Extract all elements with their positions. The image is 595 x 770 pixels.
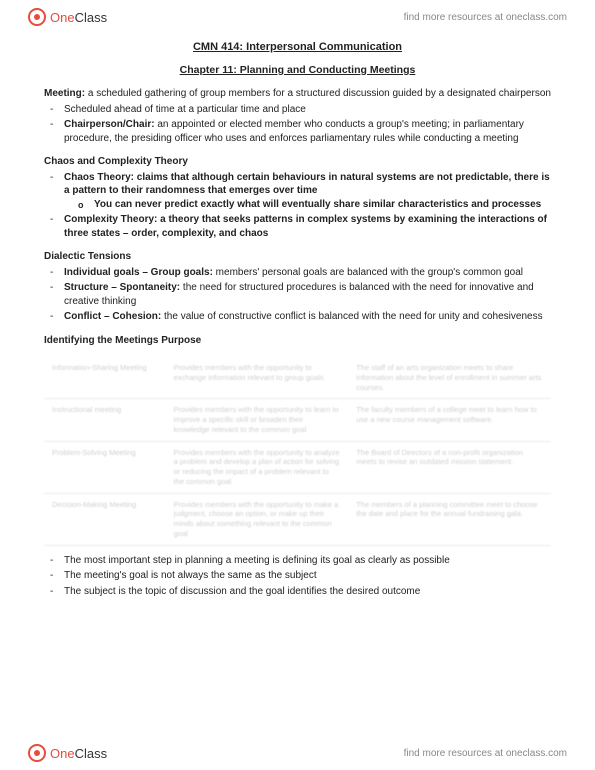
chapter-title: Chapter 11: Planning and Conducting Meet… bbox=[44, 63, 551, 77]
brand-logo: OneClass bbox=[28, 8, 107, 26]
list-item: The most important step in planning a me… bbox=[64, 554, 551, 568]
list-item: Conflict – Cohesion: the value of constr… bbox=[64, 310, 551, 324]
meeting-types-table: Information-Sharing MeetingProvides memb… bbox=[44, 357, 551, 546]
table-row: Decision-Making MeetingProvides members … bbox=[44, 493, 551, 545]
list-item: The meeting's goal is not always the sam… bbox=[64, 569, 551, 583]
list-item: Structure – Spontaneity: the need for st… bbox=[64, 281, 551, 308]
brand-text: OneClass bbox=[50, 10, 107, 25]
table-cell: The faculty members of a college meet to… bbox=[348, 399, 551, 441]
document-content: CMN 414: Interpersonal Communication Cha… bbox=[0, 34, 595, 598]
meeting-def: Meeting: a scheduled gathering of group … bbox=[44, 87, 551, 101]
table-cell: Instructional meeting bbox=[44, 399, 166, 441]
brand-text: OneClass bbox=[50, 746, 107, 761]
table-cell: Problem-Solving Meeting bbox=[44, 441, 166, 493]
table-cell: The staff of an arts organization meets … bbox=[348, 357, 551, 399]
list-item: Individual goals – Group goals: members'… bbox=[64, 266, 551, 280]
table-cell: The Board of Directors of a non-profit o… bbox=[348, 441, 551, 493]
section-heading: Dialectic Tensions bbox=[44, 250, 551, 264]
list-item: Complexity Theory: a theory that seeks p… bbox=[64, 213, 551, 240]
table-cell: Information-Sharing Meeting bbox=[44, 357, 166, 399]
brand-icon bbox=[28, 8, 46, 26]
brand-icon bbox=[28, 744, 46, 762]
table-cell: Provides members with the opportunity to… bbox=[166, 357, 349, 399]
table-row: Instructional meetingProvides members wi… bbox=[44, 399, 551, 441]
section-heading: Chaos and Complexity Theory bbox=[44, 155, 551, 169]
table-cell: Provides members with the opportunity to… bbox=[166, 441, 349, 493]
table-cell: Decision-Making Meeting bbox=[44, 493, 166, 545]
footer-link[interactable]: find more resources at oneclass.com bbox=[404, 748, 567, 759]
table-cell: The members of a planning committee meet… bbox=[348, 493, 551, 545]
course-title: CMN 414: Interpersonal Communication bbox=[44, 40, 551, 55]
section-heading: Identifying the Meetings Purpose bbox=[44, 334, 551, 348]
table-row: Problem-Solving MeetingProvides members … bbox=[44, 441, 551, 493]
table-cell: Provides members with the opportunity to… bbox=[166, 493, 349, 545]
list-item: You can never predict exactly what will … bbox=[94, 198, 551, 212]
list-item: Chaos Theory: claims that although certa… bbox=[64, 171, 551, 212]
table-row: Information-Sharing MeetingProvides memb… bbox=[44, 357, 551, 399]
page-header: OneClass find more resources at oneclass… bbox=[0, 0, 595, 34]
header-link[interactable]: find more resources at oneclass.com bbox=[404, 12, 567, 23]
list-item: The subject is the topic of discussion a… bbox=[64, 585, 551, 599]
brand-logo: OneClass bbox=[28, 744, 107, 762]
list-item: Scheduled ahead of time at a particular … bbox=[64, 103, 551, 117]
table-cell: Provides members with the opportunity to… bbox=[166, 399, 349, 441]
list-item: Chairperson/Chair: an appointed or elect… bbox=[64, 118, 551, 145]
page-footer: OneClass find more resources at oneclass… bbox=[0, 736, 595, 770]
